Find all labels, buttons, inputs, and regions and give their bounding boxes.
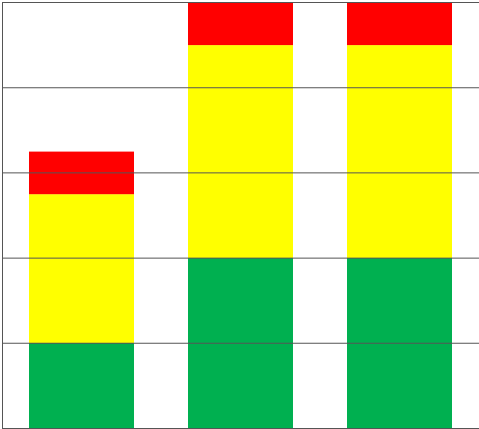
bar-segment <box>29 194 134 344</box>
bar-segment <box>29 343 134 429</box>
bar-segment <box>188 2 293 46</box>
bar-segment <box>188 45 293 259</box>
bar-segment <box>347 45 452 259</box>
bar-segment <box>347 2 452 46</box>
